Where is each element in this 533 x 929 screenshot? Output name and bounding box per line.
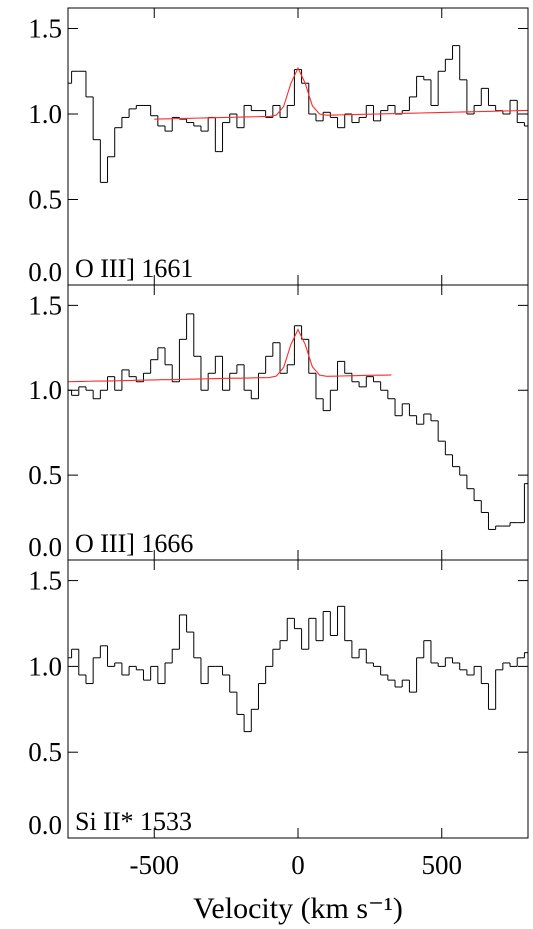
plot-frame — [67, 284, 529, 561]
annotation: Si II* 1533 — [75, 807, 192, 836]
x-tick-label: 500 — [422, 850, 463, 880]
x-tick-label: -500 — [130, 850, 180, 880]
panel: 0.0 0.5 1.0 1.5 O III] 1661 — [28, 7, 529, 287]
y-tick-label: 1.0 — [28, 651, 62, 681]
fit-line — [68, 328, 392, 383]
fit-line — [154, 66, 528, 120]
y-tick-label: 1.0 — [28, 375, 62, 405]
y-tick-label: 0.0 — [28, 810, 62, 840]
y-tick-label: 1.5 — [28, 290, 62, 320]
plot-frame — [67, 7, 529, 286]
data — [68, 45, 528, 183]
data — [68, 605, 528, 733]
y-tick-label: 0.0 — [28, 532, 62, 562]
x-tick-label: 0 — [291, 850, 305, 880]
y-tick-label: 1.5 — [28, 566, 62, 596]
panel: 0.0 0.5 1.0 1.5 O III] 1666 — [28, 284, 529, 562]
y-tick-label: 0.5 — [28, 737, 62, 767]
y-tick-label: 0.0 — [28, 257, 62, 287]
annotation: O III] 1666 — [75, 529, 193, 558]
data — [68, 313, 528, 530]
x-axis-label: Velocity (km s⁻¹) — [193, 892, 403, 925]
y-tick-label: 0.5 — [28, 185, 62, 215]
plot-frame — [67, 559, 529, 839]
annotation: O III] 1661 — [75, 254, 193, 283]
panel: 0.0 0.5 1.0 1.5 -500 0 500 Si II* 1533 Velocity … — [28, 559, 529, 925]
y-tick-label: 0.5 — [28, 460, 62, 490]
y-tick-label: 1.5 — [28, 14, 62, 44]
y-tick-label: 1.0 — [28, 99, 62, 129]
